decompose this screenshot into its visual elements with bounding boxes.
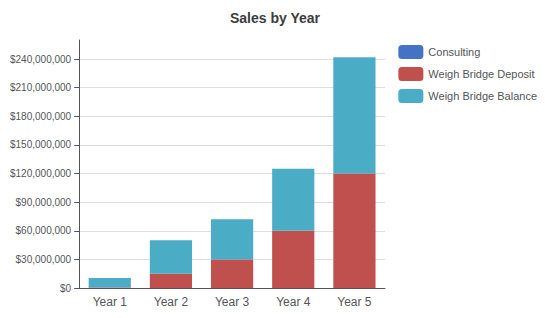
svg-text:$90,000,000: $90,000,000 (16, 197, 72, 208)
svg-text:Year 4: Year 4 (276, 295, 311, 309)
svg-text:$240,000,000: $240,000,000 (10, 54, 72, 65)
svg-text:Year 5: Year 5 (337, 295, 372, 309)
svg-text:$180,000,000: $180,000,000 (10, 111, 72, 122)
svg-text:$150,000,000: $150,000,000 (10, 139, 72, 150)
svg-text:Year 1: Year 1 (93, 295, 128, 309)
svg-text:Year 2: Year 2 (154, 295, 189, 309)
svg-text:$210,000,000: $210,000,000 (10, 82, 72, 93)
svg-text:$120,000,000: $120,000,000 (10, 168, 72, 179)
svg-text:Weigh Bridge Balance: Weigh Bridge Balance (428, 90, 537, 102)
svg-text:$60,000,000: $60,000,000 (16, 225, 72, 236)
svg-text:Year 3: Year 3 (215, 295, 250, 309)
svg-text:Sales by Year: Sales by Year (230, 10, 321, 26)
svg-text:Weigh Bridge Deposit: Weigh Bridge Deposit (428, 68, 534, 80)
svg-text:$0: $0 (60, 283, 72, 294)
svg-text:Consulting: Consulting (428, 46, 480, 58)
svg-text:$30,000,000: $30,000,000 (16, 254, 72, 265)
